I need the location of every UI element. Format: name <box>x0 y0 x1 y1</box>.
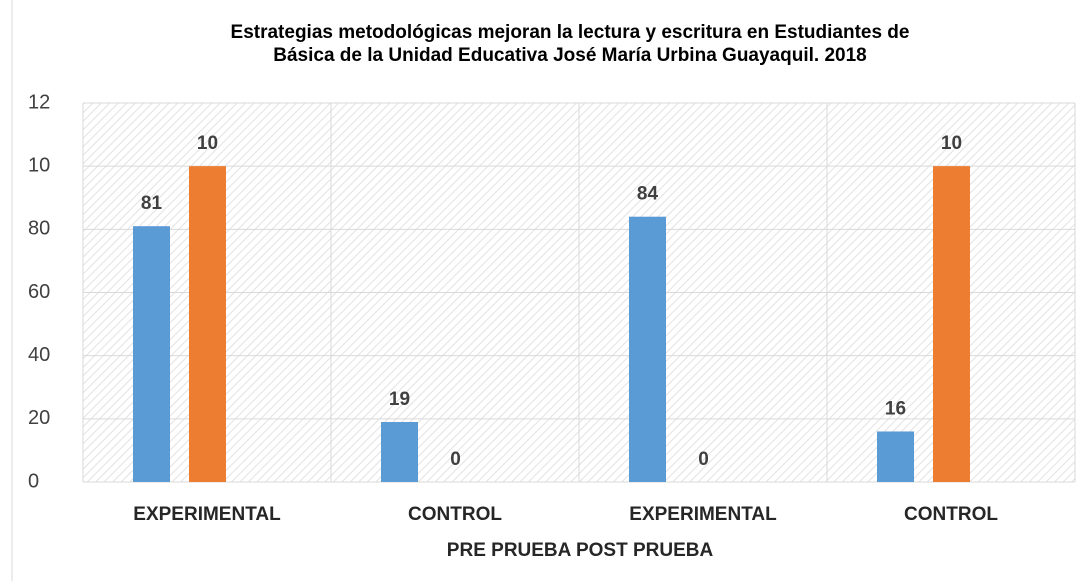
value-label: 84 <box>637 184 659 205</box>
value-label: 10 <box>197 133 218 154</box>
y-tick-label: 0 <box>28 470 39 492</box>
x-tick-label: CONTROL <box>408 504 502 525</box>
value-label: 19 <box>389 389 410 410</box>
y-tick-label: 20 <box>28 407 50 429</box>
y-tick-label: 80 <box>28 218 50 240</box>
x-tick-label: EXPERIMENTAL <box>133 504 281 525</box>
chart-title: Estrategias metodológicas mejoran la lec… <box>231 22 910 43</box>
y-tick-label: 60 <box>28 281 50 303</box>
x-tick-label: EXPERIMENTAL <box>629 504 777 525</box>
bar <box>629 216 666 482</box>
value-label: 0 <box>450 449 461 470</box>
value-label: 16 <box>885 398 906 419</box>
bar <box>877 431 914 482</box>
bar <box>189 166 226 482</box>
y-tick-label: 40 <box>28 344 50 366</box>
x-tick-label: CONTROL <box>904 504 998 525</box>
bar <box>133 226 170 482</box>
y-tick-label: 10 <box>28 154 50 176</box>
value-label: 10 <box>941 133 962 154</box>
bar <box>381 421 418 482</box>
x-axis-label: PRE PRUEBA POST PRUEBA <box>447 540 714 561</box>
value-label: 81 <box>141 193 163 214</box>
value-label: 0 <box>698 449 709 470</box>
bar <box>933 166 970 482</box>
y-tick-label: 12 <box>28 91 50 113</box>
chart-title: Básica de la Unidad Educativa José María… <box>273 45 866 66</box>
